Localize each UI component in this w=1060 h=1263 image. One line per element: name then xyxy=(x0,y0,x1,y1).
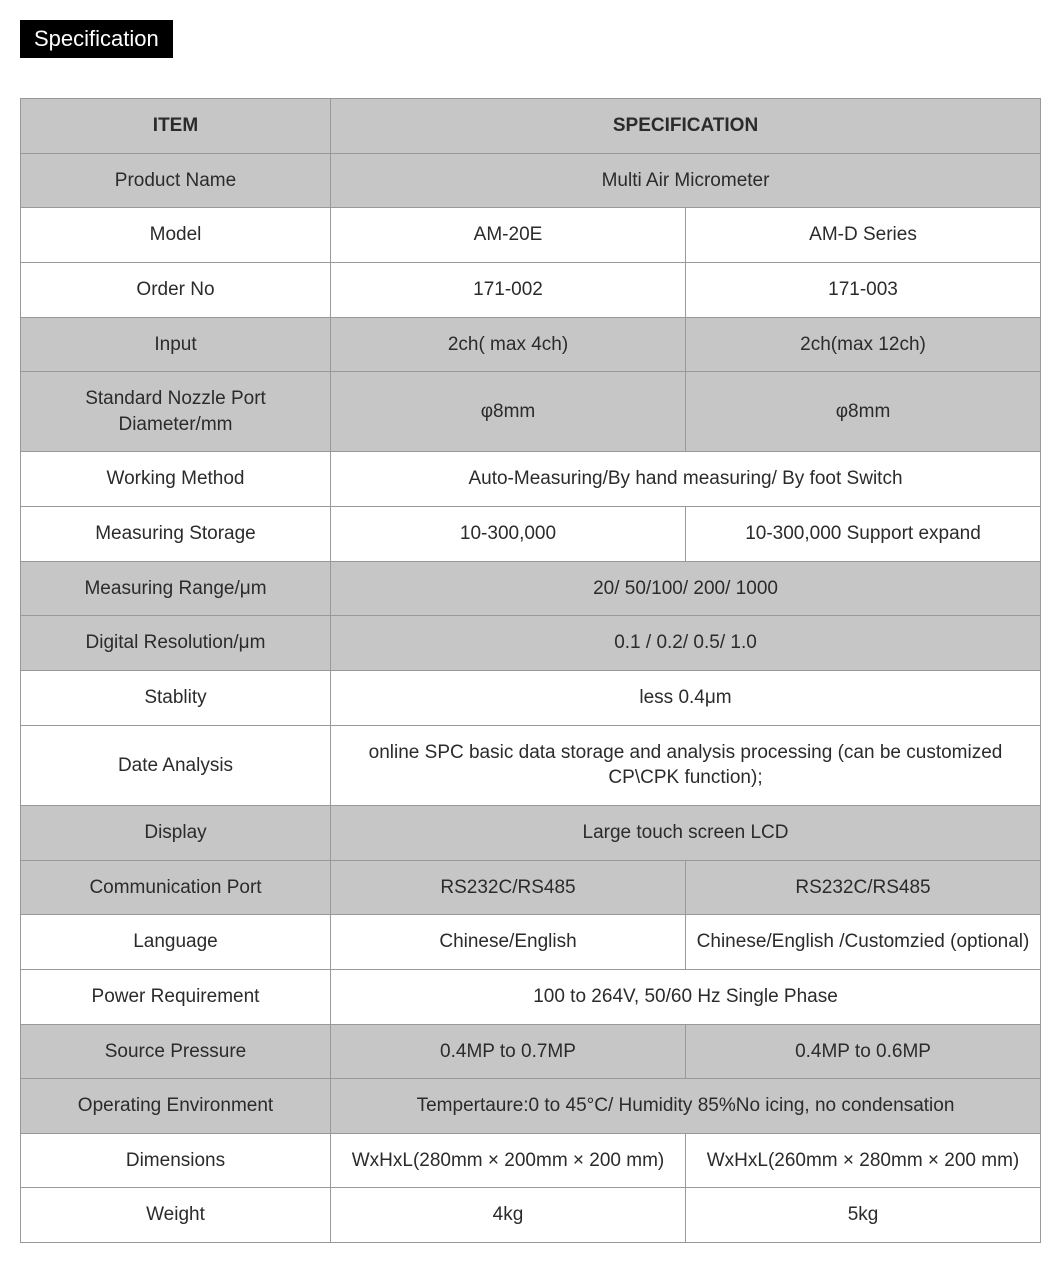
table-header-row: ITEM SPECIFICATION xyxy=(21,99,1041,154)
row-value-2: 2ch(max 12ch) xyxy=(686,317,1041,372)
section-title: Specification xyxy=(20,20,173,58)
table-row: Communication PortRS232C/RS485RS232C/RS4… xyxy=(21,860,1041,915)
row-value-1: Chinese/English xyxy=(331,915,686,970)
table-row: Digital Resolution/μm0.1 / 0.2/ 0.5/ 1.0 xyxy=(21,616,1041,671)
header-item: ITEM xyxy=(21,99,331,154)
row-value: Auto-Measuring/By hand measuring/ By foo… xyxy=(331,452,1041,507)
table-row: Weight4kg5kg xyxy=(21,1188,1041,1243)
row-value: 20/ 50/100/ 200/ 1000 xyxy=(331,561,1041,616)
row-value-2: 5kg xyxy=(686,1188,1041,1243)
row-label: Date Analysis xyxy=(21,725,331,805)
row-label: Dimensions xyxy=(21,1133,331,1188)
table-row: DisplayLarge touch screen LCD xyxy=(21,805,1041,860)
row-label: Measuring Storage xyxy=(21,507,331,562)
row-label: Operating Environment xyxy=(21,1079,331,1134)
row-value-2: Chinese/English /Customzied (optional) xyxy=(686,915,1041,970)
row-value: less 0.4μm xyxy=(331,671,1041,726)
row-label: Weight xyxy=(21,1188,331,1243)
table-row: Order No171-002171-003 xyxy=(21,262,1041,317)
row-value-1: 171-002 xyxy=(331,262,686,317)
row-value-2: 171-003 xyxy=(686,262,1041,317)
spec-table: ITEM SPECIFICATION Product NameMulti Air… xyxy=(20,98,1041,1243)
table-row: Power Requirement100 to 264V, 50/60 Hz S… xyxy=(21,969,1041,1024)
row-label: Communication Port xyxy=(21,860,331,915)
spec-table-body: Product NameMulti Air MicrometerModelAM-… xyxy=(21,153,1041,1242)
row-value-2: φ8mm xyxy=(686,372,1041,452)
row-value-2: 10-300,000 Support expand xyxy=(686,507,1041,562)
row-value: Multi Air Micrometer xyxy=(331,153,1041,208)
table-row: Product NameMulti Air Micrometer xyxy=(21,153,1041,208)
row-value: Large touch screen LCD xyxy=(331,805,1041,860)
row-value: 100 to 264V, 50/60 Hz Single Phase xyxy=(331,969,1041,1024)
row-value-1: φ8mm xyxy=(331,372,686,452)
row-label: Order No xyxy=(21,262,331,317)
row-value: 0.1 / 0.2/ 0.5/ 1.0 xyxy=(331,616,1041,671)
table-row: Working MethodAuto-Measuring/By hand mea… xyxy=(21,452,1041,507)
table-row: LanguageChinese/EnglishChinese/English /… xyxy=(21,915,1041,970)
row-label: Power Requirement xyxy=(21,969,331,1024)
row-value-1: 4kg xyxy=(331,1188,686,1243)
row-value-2: AM-D Series xyxy=(686,208,1041,263)
row-label: Source Pressure xyxy=(21,1024,331,1079)
table-row: Standard Nozzle Port Diameter/mmφ8mmφ8mm xyxy=(21,372,1041,452)
table-row: Operating EnvironmentTempertaure:0 to 45… xyxy=(21,1079,1041,1134)
row-value-2: 0.4MP to 0.6MP xyxy=(686,1024,1041,1079)
table-row: Stablityless 0.4μm xyxy=(21,671,1041,726)
table-row: Input2ch( max 4ch)2ch(max 12ch) xyxy=(21,317,1041,372)
row-value: online SPC basic data storage and analys… xyxy=(331,725,1041,805)
table-row: ModelAM-20EAM-D Series xyxy=(21,208,1041,263)
row-label: Digital Resolution/μm xyxy=(21,616,331,671)
row-value-1: 0.4MP to 0.7MP xyxy=(331,1024,686,1079)
table-row: Measuring Storage10-300,00010-300,000 Su… xyxy=(21,507,1041,562)
row-label: Working Method xyxy=(21,452,331,507)
table-row: DimensionsWxHxL(280mm × 200mm × 200 mm)W… xyxy=(21,1133,1041,1188)
table-row: Date Analysisonline SPC basic data stora… xyxy=(21,725,1041,805)
table-row: Source Pressure0.4MP to 0.7MP0.4MP to 0.… xyxy=(21,1024,1041,1079)
row-label: Measuring Range/μm xyxy=(21,561,331,616)
row-value-1: 2ch( max 4ch) xyxy=(331,317,686,372)
row-value-2: RS232C/RS485 xyxy=(686,860,1041,915)
row-value-1: 10-300,000 xyxy=(331,507,686,562)
row-value-2: WxHxL(260mm × 280mm × 200 mm) xyxy=(686,1133,1041,1188)
table-row: Measuring Range/μm20/ 50/100/ 200/ 1000 xyxy=(21,561,1041,616)
header-spec: SPECIFICATION xyxy=(331,99,1041,154)
row-label: Standard Nozzle Port Diameter/mm xyxy=(21,372,331,452)
row-label: Display xyxy=(21,805,331,860)
row-value-1: WxHxL(280mm × 200mm × 200 mm) xyxy=(331,1133,686,1188)
row-value-1: AM-20E xyxy=(331,208,686,263)
row-label: Input xyxy=(21,317,331,372)
row-label: Stablity xyxy=(21,671,331,726)
row-label: Product Name xyxy=(21,153,331,208)
row-label: Language xyxy=(21,915,331,970)
row-value: Tempertaure:0 to 45°C/ Humidity 85%No ic… xyxy=(331,1079,1041,1134)
row-value-1: RS232C/RS485 xyxy=(331,860,686,915)
row-label: Model xyxy=(21,208,331,263)
